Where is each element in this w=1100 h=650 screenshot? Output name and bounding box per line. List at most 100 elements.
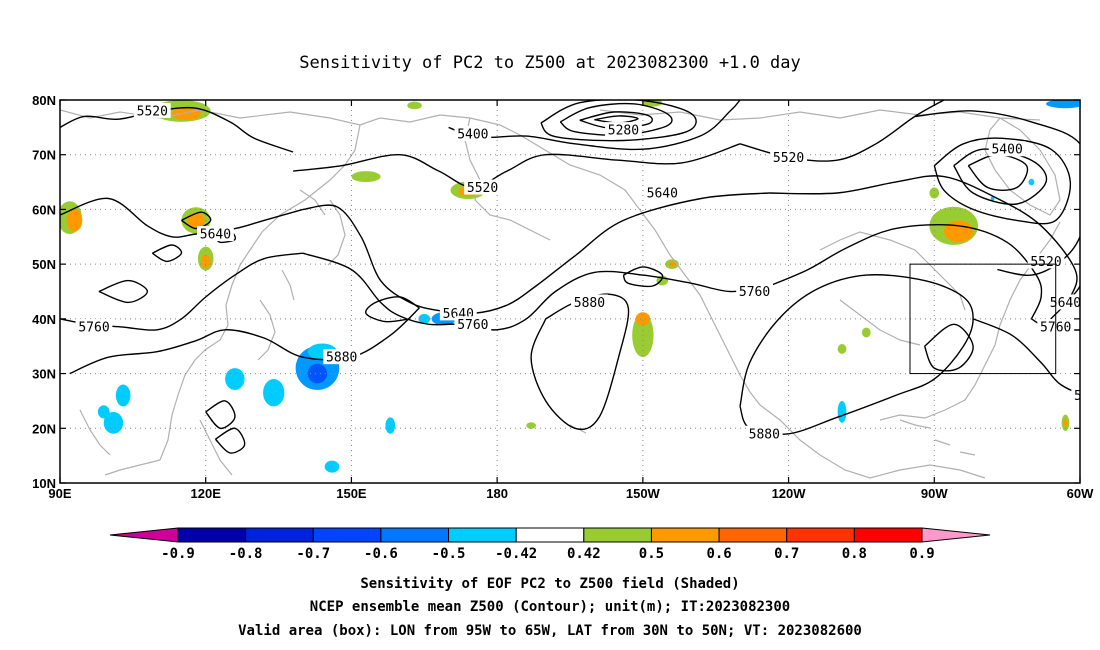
contour-5880 <box>98 279 149 304</box>
colorbar: -0.9 -0.8 -0.7 -0.6 -0.5 -0.42 0.42 0.5 0.6 0.7 0.… <box>109 527 991 562</box>
lon-tick-label: 150W <box>626 486 661 501</box>
map-title: Sensitivity of PC2 to Z500 at 2023082300… <box>299 53 801 73</box>
contour-label: 5760 <box>739 285 770 300</box>
contour-label-bg <box>643 185 681 201</box>
shading-patch <box>526 422 537 429</box>
colorbar-high-arrow <box>921 527 991 543</box>
contour-5880 <box>151 244 183 263</box>
lat-tick-label: 20N <box>32 421 56 436</box>
shading-patch <box>418 313 431 324</box>
lat-tick-label: 40N <box>32 312 56 327</box>
contour-5280 <box>540 100 697 142</box>
colorbar-segment <box>448 527 517 543</box>
colorbar-segment <box>177 527 247 543</box>
contour-label: 5640 <box>647 187 678 202</box>
colorbar-label: 0.9 <box>909 546 934 562</box>
lat-tick-label: 70N <box>32 148 56 163</box>
contour-5880 <box>205 400 236 430</box>
coastline-greenland <box>984 117 1061 216</box>
contour-label: 5880 <box>749 427 780 442</box>
lat-tick-label: 30N <box>32 367 56 382</box>
contour-label-bg <box>75 319 113 335</box>
contour-label: 5760 <box>457 318 488 333</box>
contour-label-bg <box>736 283 773 299</box>
colorbar-label: -0.6 <box>364 546 398 562</box>
shading-patch <box>351 171 381 183</box>
contour-label: 5400 <box>457 127 488 142</box>
contour-5760 <box>768 224 1043 320</box>
colorbar-label: -0.9 <box>161 546 195 562</box>
shading-patch <box>990 196 995 201</box>
map-frame <box>59 99 1081 484</box>
shading-patch <box>929 187 940 199</box>
contour-label-bg <box>605 122 642 138</box>
colorbar-label: 0.6 <box>706 546 731 562</box>
colorbar-label: 0.5 <box>639 546 664 562</box>
shading-patch <box>225 368 245 390</box>
contour-label: 5520 <box>773 151 804 166</box>
colorbar-segment <box>786 527 855 543</box>
contour-label: 5640 <box>1050 296 1081 311</box>
contour-5520 <box>60 106 294 153</box>
contour-label: 5760 <box>78 321 109 336</box>
lon-tick-label: 90W <box>921 486 948 501</box>
shading-patch <box>668 261 676 267</box>
shading-patch <box>66 209 83 232</box>
contour-5880 <box>365 296 420 323</box>
contour-label-bg <box>1027 253 1065 269</box>
contour-label-bg <box>745 425 783 441</box>
contour-5880 <box>69 307 420 375</box>
map-panel: 5280 5400 5400 5520 5520 5520 5520 5640 5640 5640… <box>32 93 1094 501</box>
colorbar-label: -0.5 <box>432 546 466 562</box>
caption-line-2: NCEP ensemble mean Z500 (Contour); unit(… <box>310 599 790 615</box>
shading-patch <box>861 327 871 338</box>
shading-patch <box>1063 418 1068 427</box>
lat-tick-label: 10N <box>32 476 56 491</box>
colorbar-label: -0.8 <box>229 546 263 562</box>
contour-5880 <box>923 323 974 372</box>
contour-label-bg <box>323 349 361 365</box>
shading-patch <box>200 254 211 268</box>
contour-label: 5280 <box>608 124 639 139</box>
coastline-kamchatka <box>299 189 346 266</box>
shading-patch <box>944 220 974 243</box>
contour-5400 <box>933 137 1072 225</box>
colorbar-segment <box>853 527 923 543</box>
shading-patch <box>115 384 131 407</box>
contour-label: 5520 <box>1030 255 1061 270</box>
shading-patch <box>635 312 651 326</box>
colorbar-segment <box>583 527 652 543</box>
contour-label-bg <box>464 179 501 195</box>
shading-patch <box>324 460 340 473</box>
shading-patch <box>407 101 422 110</box>
shading-patch <box>837 400 847 423</box>
contour-5880 <box>972 318 1080 395</box>
valid-area-box <box>909 263 1057 375</box>
shading-patch <box>385 417 396 434</box>
colorbar-segment <box>245 527 314 543</box>
lon-tick-label: 90E <box>48 486 71 501</box>
shading-patch <box>97 405 110 419</box>
lon-tick-label: 150E <box>336 486 367 501</box>
contour-label: 5880 <box>326 351 357 366</box>
contour-5880 <box>214 427 246 454</box>
contour-label-bg <box>571 294 608 310</box>
colorbar-label: 0.42 <box>567 546 601 562</box>
coastlines <box>60 109 1061 479</box>
coastline-north-america <box>599 109 1061 479</box>
lon-tick-label: 180 <box>486 486 508 501</box>
shading-patch <box>1028 178 1035 186</box>
contour-5280 <box>559 102 673 136</box>
caption-line-3: Valid area (box): LON from 95W to 65W, L… <box>238 623 862 639</box>
contour-5880 <box>181 211 212 230</box>
coastline-asia <box>60 109 471 476</box>
shading-patch <box>187 212 205 229</box>
z500-contours <box>60 100 1080 454</box>
colorbar-label: -0.42 <box>495 546 537 562</box>
lat-tick-label: 50N <box>32 257 56 272</box>
contour-5640 <box>769 175 1078 320</box>
lon-tick-label: 120E <box>191 486 222 501</box>
shading-patch <box>307 363 328 384</box>
colorbar-label: 0.8 <box>842 546 867 562</box>
caption-line-1: Sensitivity of EOF PC2 to Z500 field (Sh… <box>360 576 739 592</box>
